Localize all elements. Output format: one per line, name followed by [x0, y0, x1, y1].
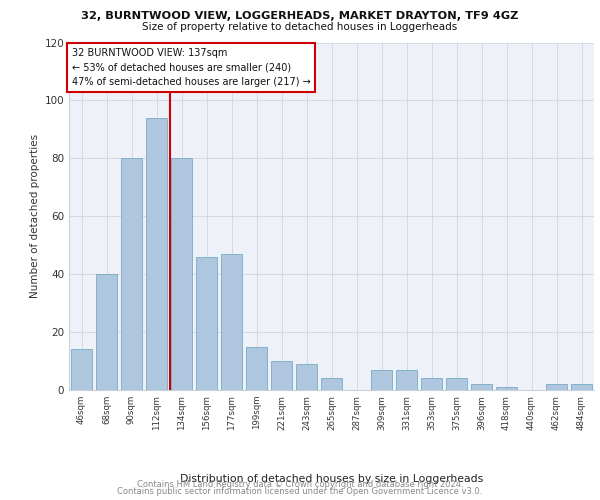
Bar	[246, 346, 267, 390]
Text: Contains HM Land Registry data © Crown copyright and database right 2024.: Contains HM Land Registry data © Crown c…	[137, 480, 463, 489]
Bar	[71, 350, 92, 390]
Text: Contains public sector information licensed under the Open Government Licence v3: Contains public sector information licen…	[118, 487, 482, 496]
Bar	[571, 384, 592, 390]
Bar	[146, 118, 167, 390]
Bar	[171, 158, 192, 390]
Bar	[421, 378, 442, 390]
Bar	[396, 370, 417, 390]
Bar	[196, 257, 217, 390]
Bar	[296, 364, 317, 390]
Text: 32, BURNTWOOD VIEW, LOGGERHEADS, MARKET DRAYTON, TF9 4GZ: 32, BURNTWOOD VIEW, LOGGERHEADS, MARKET …	[82, 11, 518, 21]
Text: 32 BURNTWOOD VIEW: 137sqm
← 53% of detached houses are smaller (240)
47% of semi: 32 BURNTWOOD VIEW: 137sqm ← 53% of detac…	[71, 48, 310, 88]
Bar	[221, 254, 242, 390]
Y-axis label: Number of detached properties: Number of detached properties	[30, 134, 40, 298]
Bar	[121, 158, 142, 390]
Bar	[471, 384, 492, 390]
Bar	[496, 387, 517, 390]
Bar	[321, 378, 342, 390]
Bar	[371, 370, 392, 390]
Text: Size of property relative to detached houses in Loggerheads: Size of property relative to detached ho…	[142, 22, 458, 32]
Bar	[96, 274, 117, 390]
Bar	[546, 384, 567, 390]
Bar	[446, 378, 467, 390]
Bar	[271, 361, 292, 390]
X-axis label: Distribution of detached houses by size in Loggerheads: Distribution of detached houses by size …	[180, 474, 483, 484]
